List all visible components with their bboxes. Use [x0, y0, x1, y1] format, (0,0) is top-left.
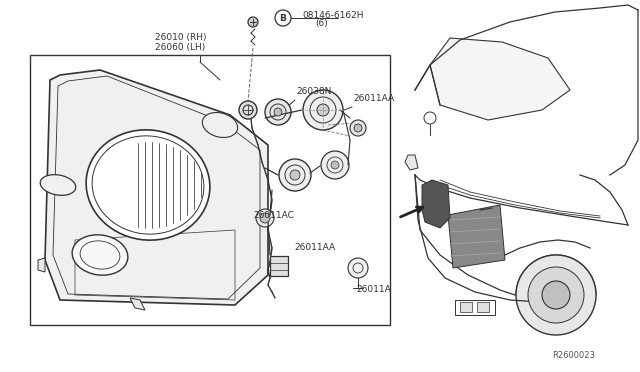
Circle shape	[528, 267, 584, 323]
Circle shape	[321, 151, 349, 179]
Polygon shape	[38, 258, 45, 272]
Polygon shape	[430, 38, 570, 120]
Text: 26011AA: 26011AA	[353, 93, 394, 103]
Bar	[477, 302, 489, 312]
Circle shape	[248, 17, 258, 27]
Text: (6): (6)	[315, 19, 328, 28]
Circle shape	[331, 161, 339, 169]
Circle shape	[239, 101, 257, 119]
Polygon shape	[448, 205, 505, 268]
Ellipse shape	[40, 175, 76, 195]
Text: 08146-6162H: 08146-6162H	[302, 10, 364, 19]
Bar	[30, 55, 390, 325]
Circle shape	[275, 10, 291, 26]
Text: 26011AA: 26011AA	[294, 244, 335, 253]
Circle shape	[516, 255, 596, 335]
Circle shape	[260, 213, 270, 223]
Circle shape	[256, 209, 274, 227]
Circle shape	[354, 124, 362, 132]
Circle shape	[279, 159, 311, 191]
Polygon shape	[45, 70, 268, 305]
Ellipse shape	[202, 112, 237, 138]
Polygon shape	[422, 180, 450, 228]
Text: 26011AC: 26011AC	[253, 211, 294, 219]
Circle shape	[265, 99, 291, 125]
Text: 26038N: 26038N	[296, 87, 332, 96]
Circle shape	[274, 108, 282, 116]
Text: B: B	[280, 13, 287, 22]
Circle shape	[317, 104, 329, 116]
Text: 26011A: 26011A	[356, 285, 391, 295]
Text: 26060 (LH): 26060 (LH)	[155, 42, 205, 51]
Bar	[270, 256, 288, 276]
Bar	[460, 302, 472, 312]
Circle shape	[303, 90, 343, 130]
Text: R2600023: R2600023	[552, 350, 595, 359]
Bar	[455, 300, 495, 315]
Circle shape	[290, 170, 300, 180]
Polygon shape	[130, 298, 145, 310]
Circle shape	[350, 120, 366, 136]
Text: 26010 (RH): 26010 (RH)	[155, 32, 207, 42]
Polygon shape	[405, 155, 418, 170]
Ellipse shape	[86, 130, 210, 240]
Circle shape	[542, 281, 570, 309]
Ellipse shape	[72, 235, 128, 275]
Circle shape	[348, 258, 368, 278]
